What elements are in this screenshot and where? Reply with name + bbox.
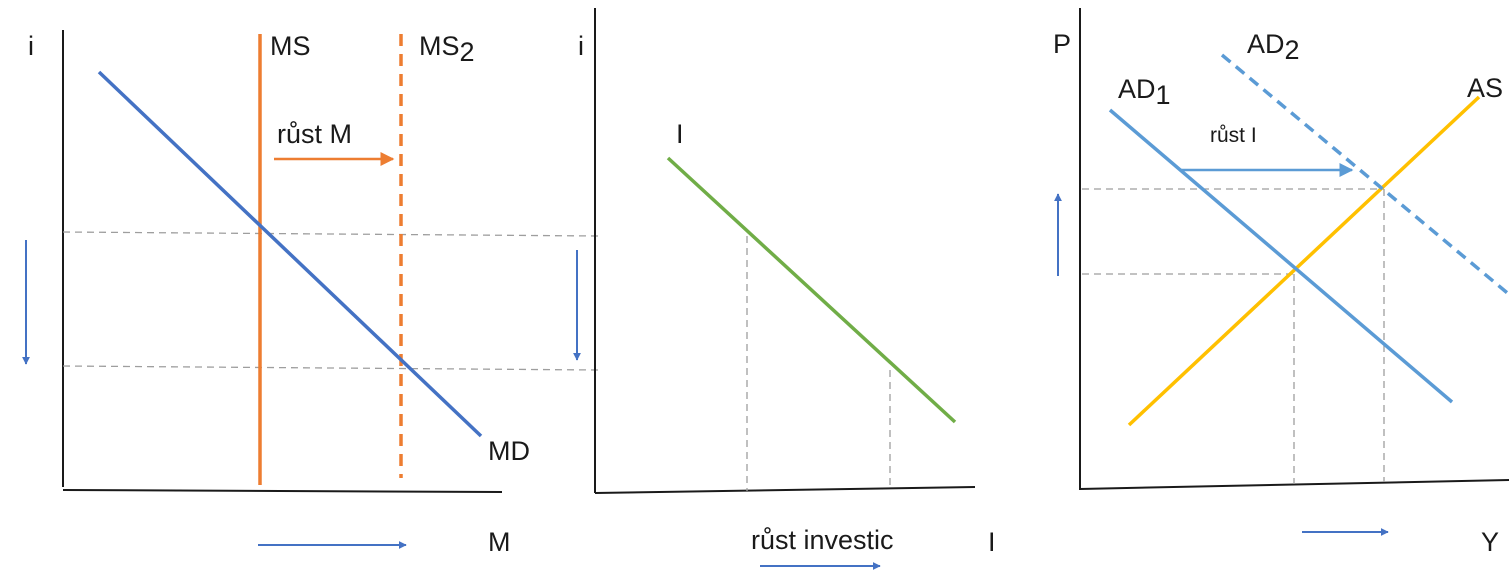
money-y-axis-label: i — [28, 31, 34, 61]
adas-x-axis — [1079, 479, 1510, 490]
aggregate-demand-curve-1 — [1108, 108, 1454, 404]
money-x-axis — [62, 489, 503, 493]
money-demand-curve — [97, 70, 483, 438]
ad2-label-sub: 2 — [1285, 35, 1300, 65]
ms2-label-sub: 2 — [460, 37, 475, 67]
investment-x-axis — [594, 486, 976, 494]
money-shift-label: růst M — [277, 119, 352, 149]
adas-y-axis-label: P — [1053, 29, 1071, 59]
md-label: MD — [488, 436, 530, 466]
ad1-label: AD1 — [1118, 74, 1171, 110]
investment-panel: i I I růst investic — [573, 8, 996, 570]
ms2-label-main: MS — [419, 31, 460, 61]
ms2-label: MS2 — [419, 31, 475, 67]
adas-x-axis-label: Y — [1481, 527, 1499, 557]
money-guide-upper — [62, 231, 601, 237]
investment-curve — [666, 156, 957, 424]
money-guide-lower — [62, 365, 601, 371]
adas-shift-label: růst I — [1210, 124, 1257, 147]
aggregate-supply-curve — [1127, 95, 1481, 427]
investment-shift-label: růst investic — [751, 525, 894, 555]
aggregate-demand-curve-2 — [1220, 53, 1511, 298]
investment-x-axis-label: I — [988, 527, 996, 557]
ad1-label-sub: 1 — [1156, 80, 1171, 110]
ad-as-panel: P Y AD1 AD2 AS růst I — [1053, 8, 1511, 557]
ad2-label: AD2 — [1247, 29, 1300, 65]
as-label: AS — [1467, 73, 1503, 103]
investment-y-axis-label: i — [578, 31, 584, 61]
ad1-label-main: AD — [1118, 74, 1156, 104]
ad2-label-main: AD — [1247, 29, 1285, 59]
money-market-panel: i M MS MS2 MD růst M — [22, 30, 601, 557]
investment-curve-label: I — [676, 119, 684, 149]
money-x-axis-label: M — [488, 527, 511, 557]
ms-label: MS — [270, 31, 311, 61]
